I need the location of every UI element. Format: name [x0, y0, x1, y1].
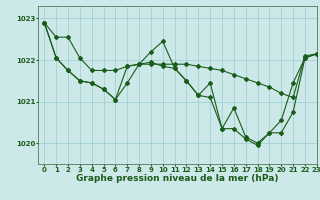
X-axis label: Graphe pression niveau de la mer (hPa): Graphe pression niveau de la mer (hPa) — [76, 174, 279, 183]
